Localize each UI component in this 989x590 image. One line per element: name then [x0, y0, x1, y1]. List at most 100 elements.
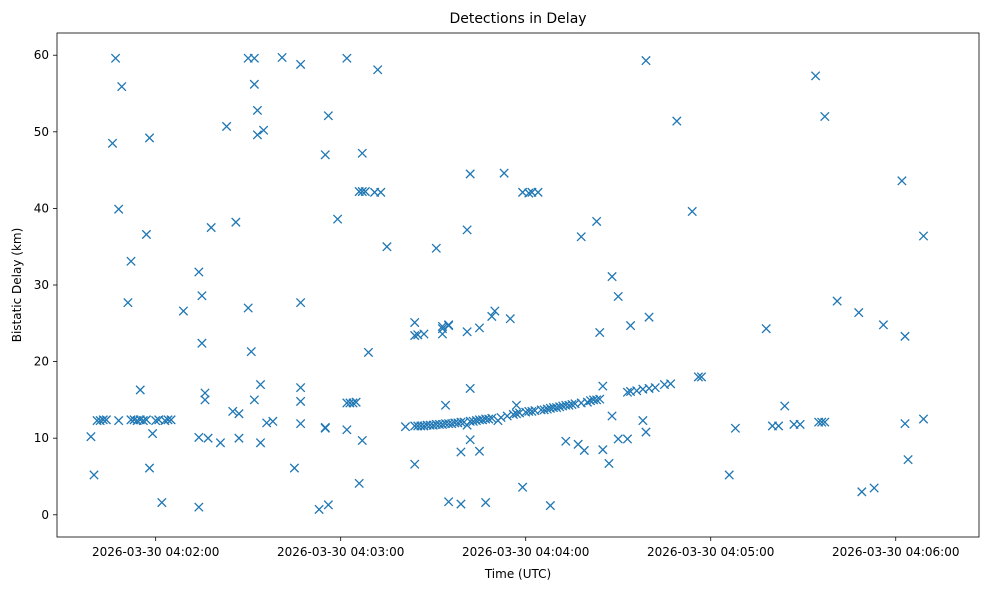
data-point: [107, 138, 118, 148]
data-point: [314, 504, 324, 515]
data-point: [194, 432, 204, 443]
data-point: [487, 413, 497, 423]
data-point: [854, 307, 864, 318]
data-point: [144, 463, 155, 473]
data-point: [761, 324, 771, 334]
data-point: [499, 168, 509, 178]
data-point: [141, 229, 152, 240]
data-point: [289, 463, 300, 473]
data-point: [533, 187, 543, 197]
data-point: [141, 415, 152, 425]
data-point: [262, 418, 272, 428]
data-point: [231, 217, 241, 227]
data-point: [351, 397, 361, 407]
data-point: [517, 482, 528, 492]
plot-frame: [56, 32, 980, 538]
data-point: [641, 427, 651, 437]
y-tick-label: 20: [34, 355, 49, 369]
y-tick-label: 40: [34, 201, 49, 215]
data-point: [474, 446, 485, 456]
data-point: [234, 409, 244, 419]
data-point: [490, 306, 500, 316]
data-point: [135, 385, 145, 395]
data-point: [89, 470, 99, 480]
data-point: [203, 433, 213, 443]
data-point: [582, 397, 593, 407]
data-point: [496, 412, 506, 423]
y-axis-label: Bistatic Delay (km): [10, 228, 24, 343]
data-point: [206, 222, 216, 233]
data-point: [869, 483, 879, 493]
data-point: [554, 402, 565, 412]
data-point: [376, 187, 386, 197]
data-point: [622, 387, 633, 397]
data-point: [622, 434, 633, 444]
data-point: [249, 395, 260, 405]
data-point: [249, 79, 260, 89]
data-point: [98, 415, 108, 425]
data-point: [114, 204, 124, 214]
x-axis-label: Time (UTC): [484, 567, 551, 581]
data-point: [357, 186, 367, 197]
data-point: [197, 291, 207, 301]
data-point: [561, 436, 571, 446]
data-point: [696, 372, 707, 382]
data-point: [465, 383, 475, 394]
data-point: [400, 422, 411, 432]
y-tick-label: 30: [34, 278, 49, 292]
data-point: [320, 150, 330, 160]
data-point: [551, 402, 562, 413]
data-point: [724, 470, 734, 480]
data-point: [194, 502, 204, 512]
data-point: [157, 497, 167, 508]
data-point: [268, 416, 278, 426]
data-point: [357, 148, 367, 158]
data-point: [126, 256, 136, 266]
data-point: [480, 497, 491, 508]
data-point: [332, 214, 343, 224]
data-point: [178, 306, 189, 316]
data-point: [277, 52, 287, 63]
data-point: [730, 423, 741, 433]
data-point: [166, 415, 176, 425]
data-point: [295, 396, 306, 407]
x-tick-label: 2026-03-30 04:02:00: [92, 545, 219, 559]
data-point: [373, 65, 383, 75]
data-point: [243, 303, 253, 313]
data-point: [595, 327, 605, 338]
data-point: [456, 417, 466, 427]
data-point: [246, 346, 256, 357]
data-point: [462, 225, 472, 235]
data-point: [117, 81, 127, 92]
data-point: [443, 320, 454, 331]
data-point: [86, 432, 96, 442]
data-point: [252, 105, 263, 116]
data-point: [567, 399, 577, 410]
data-point: [632, 386, 642, 396]
data-point: [147, 428, 158, 439]
data-point: [462, 327, 472, 337]
data-point: [900, 331, 910, 341]
y-tick-label: 0: [41, 508, 49, 522]
data-point: [903, 454, 913, 465]
data-point: [114, 415, 124, 426]
data-point: [456, 499, 466, 509]
data-point: [200, 395, 210, 405]
data-point: [817, 417, 827, 427]
data-point: [524, 188, 534, 198]
data-point: [545, 500, 556, 511]
data-point: [918, 414, 929, 424]
data-point: [644, 312, 654, 322]
data-point: [598, 381, 608, 391]
data-point: [465, 435, 475, 445]
data-point: [200, 388, 210, 398]
data-point: [508, 409, 519, 420]
chart-title: Detections in Delay: [449, 11, 586, 27]
y-tick-label: 60: [34, 48, 49, 62]
y-tick-label: 10: [34, 431, 49, 445]
data-point: [693, 372, 704, 382]
data-point: [598, 445, 608, 455]
data-point: [918, 231, 929, 241]
data-point: [687, 206, 697, 217]
data-point: [878, 320, 889, 330]
